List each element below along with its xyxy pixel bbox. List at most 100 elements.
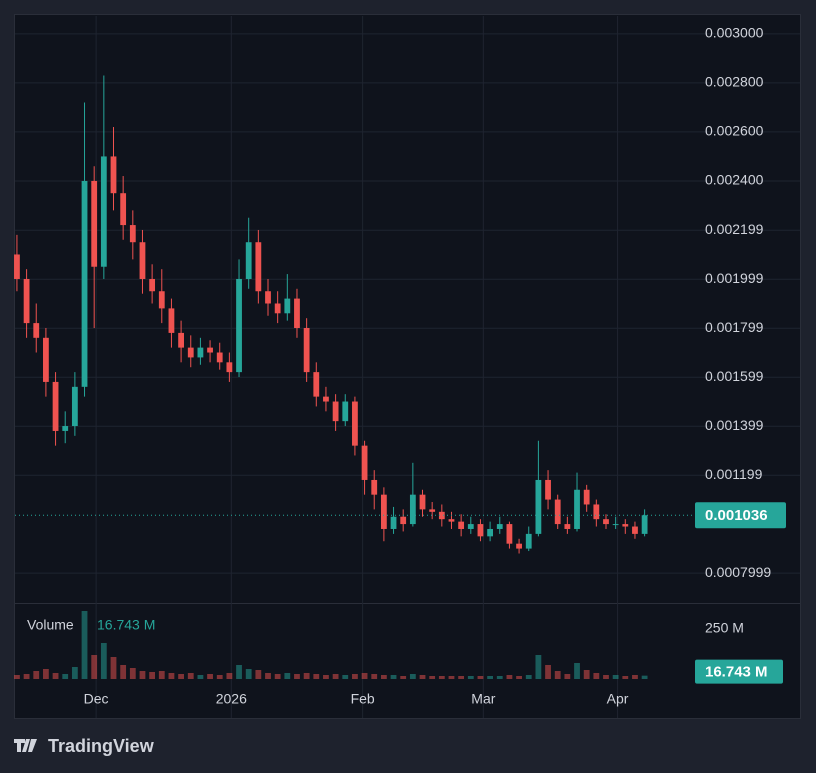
y-tick-label: 0.001799 bbox=[705, 319, 764, 335]
y-tick-label: 0.002199 bbox=[705, 221, 764, 237]
candle-body bbox=[303, 328, 310, 373]
volume-bar bbox=[535, 655, 542, 679]
candle-body bbox=[110, 156, 117, 194]
last-price-label: 0.001036 bbox=[705, 507, 768, 524]
volume-bar bbox=[603, 675, 609, 679]
candle-body bbox=[120, 193, 127, 226]
candle-body bbox=[158, 291, 165, 309]
candle-body bbox=[14, 254, 20, 279]
volume-bar bbox=[496, 676, 503, 679]
candle-body bbox=[632, 526, 638, 534]
y-tick-label: 0.003000 bbox=[705, 25, 764, 41]
x-tick-label: Mar bbox=[471, 691, 495, 707]
volume-bar bbox=[612, 675, 619, 679]
volume-bar bbox=[554, 671, 561, 679]
volume-bar bbox=[632, 675, 638, 679]
candle-body bbox=[43, 337, 49, 382]
candle-body bbox=[149, 278, 156, 292]
candle-body bbox=[612, 524, 619, 526]
candle-body bbox=[361, 445, 368, 480]
volume-bar bbox=[81, 611, 88, 679]
y-tick-label: 0.0007999 bbox=[705, 564, 771, 580]
x-tick-label: Apr bbox=[607, 691, 629, 707]
volume-bar bbox=[187, 673, 194, 679]
y-tick-label: 0.001399 bbox=[705, 417, 764, 433]
volume-bar bbox=[371, 674, 378, 679]
volume-bar bbox=[545, 665, 551, 679]
candle-body bbox=[593, 504, 600, 520]
candle-body bbox=[323, 396, 329, 402]
volume-bar bbox=[303, 673, 310, 679]
volume-bar bbox=[178, 674, 184, 679]
volume-bar bbox=[516, 676, 522, 679]
volume-bar bbox=[120, 665, 127, 679]
candle-body bbox=[400, 516, 407, 525]
volume-bar bbox=[390, 675, 397, 679]
candle-body bbox=[419, 494, 426, 510]
candle-body bbox=[187, 347, 194, 358]
candle-body bbox=[438, 511, 445, 520]
volume-bar bbox=[129, 668, 136, 679]
volume-bar bbox=[149, 672, 156, 679]
volume-bar bbox=[216, 675, 223, 679]
volume-bar bbox=[525, 675, 532, 679]
last-volume-tag bbox=[695, 659, 783, 684]
volume-bar bbox=[409, 674, 416, 679]
volume-bar bbox=[71, 667, 78, 679]
candle-body bbox=[197, 347, 204, 358]
volume-bar bbox=[33, 671, 40, 679]
last-price-tag bbox=[695, 502, 786, 529]
chart-panel bbox=[14, 14, 801, 719]
volume-bar bbox=[487, 676, 494, 679]
candle-body bbox=[245, 242, 252, 279]
candle-body bbox=[178, 332, 184, 348]
candle-body bbox=[129, 225, 136, 243]
y-tick-label: 0.002800 bbox=[705, 74, 764, 90]
candle-body bbox=[429, 509, 436, 512]
volume-bar bbox=[400, 676, 407, 679]
y-tick-label: 0.002600 bbox=[705, 123, 764, 139]
candle-body bbox=[139, 242, 146, 279]
volume-bar bbox=[323, 675, 329, 679]
volume-bar bbox=[380, 675, 387, 679]
volume-bar bbox=[361, 673, 368, 679]
volume-bar bbox=[583, 670, 590, 679]
candle-body bbox=[535, 479, 542, 534]
volume-bar bbox=[168, 673, 175, 679]
volume-bar bbox=[100, 643, 107, 679]
volume-bar bbox=[158, 671, 165, 679]
volume-bar bbox=[294, 674, 300, 679]
x-tick-label: 2026 bbox=[216, 691, 247, 707]
volume-bar bbox=[197, 675, 204, 679]
candle-body bbox=[554, 499, 561, 525]
candle-body bbox=[458, 521, 465, 529]
volume-bar bbox=[226, 673, 233, 679]
candle-body bbox=[216, 352, 223, 363]
y-tick-label: 0.001199 bbox=[705, 466, 763, 482]
candle-body bbox=[313, 372, 320, 397]
volume-bar bbox=[458, 676, 465, 679]
candle-body bbox=[564, 524, 571, 529]
volume-bar bbox=[622, 676, 629, 679]
candle-body bbox=[622, 524, 629, 527]
candle-body bbox=[236, 278, 242, 373]
volume-bar bbox=[14, 675, 20, 679]
volume-bar bbox=[284, 673, 291, 679]
candle-body bbox=[516, 543, 522, 549]
y-tick-label: 0.001599 bbox=[705, 368, 764, 384]
volume-bar bbox=[564, 674, 571, 679]
candle-body bbox=[274, 303, 281, 314]
candle-body bbox=[641, 515, 648, 534]
volume-bar bbox=[265, 673, 271, 679]
candle-body bbox=[467, 524, 474, 529]
volume-bar bbox=[52, 673, 59, 679]
volume-bar bbox=[593, 673, 600, 679]
candle-body bbox=[506, 524, 513, 544]
candle-body bbox=[91, 180, 98, 267]
x-tick-label: Dec bbox=[84, 691, 109, 707]
candle-body bbox=[255, 242, 262, 292]
candle-body bbox=[371, 479, 378, 495]
y-tick-label: 0.001999 bbox=[705, 270, 764, 286]
candle-body bbox=[409, 494, 416, 525]
